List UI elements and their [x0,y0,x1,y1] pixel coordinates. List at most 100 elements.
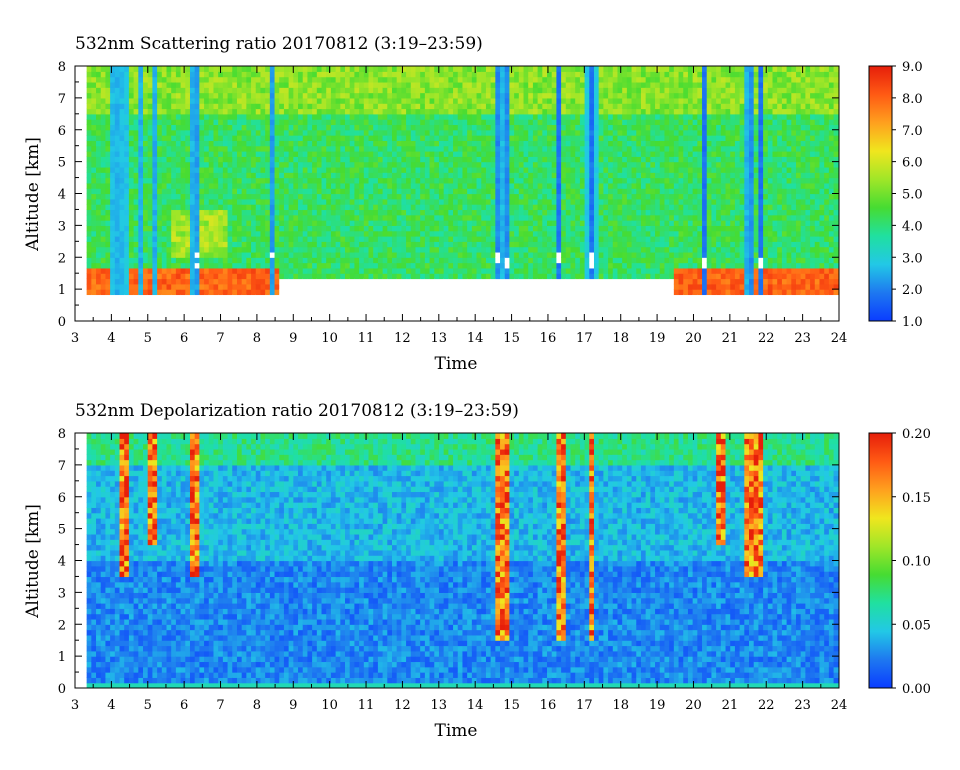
heatmap-cell [335,230,341,237]
heatmap-cell [570,113,576,120]
heatmap-cell [340,182,346,189]
heatmap-cell [246,236,252,242]
heatmap-cell [518,156,525,163]
heatmap-cell [124,81,130,88]
heatmap-cell [345,273,351,280]
heatmap-cell [485,76,492,83]
heatmap-cell [161,71,168,78]
heatmap-cell [518,220,525,226]
heatmap-cell [551,71,558,78]
heatmap-cell [330,172,337,179]
heatmap-cell [424,289,431,296]
heatmap-cell [265,278,271,285]
heatmap-cell [561,161,567,168]
heatmap-cell [283,92,290,99]
heatmap-cell [354,177,360,184]
heatmap-cell [438,135,445,141]
heatmap-cell [194,66,200,72]
heatmap-cell [391,81,398,88]
heatmap-cell [222,257,229,264]
heatmap-cell [180,299,186,306]
heatmap-cell [542,198,548,205]
heatmap-cell [175,129,182,136]
heatmap-cell [161,246,168,253]
heatmap-cell [490,81,496,88]
heatmap-cell [91,198,97,205]
heatmap-cell [443,129,449,136]
heatmap-cell [288,214,294,221]
heatmap-cell [429,87,435,94]
heatmap-cell [255,305,262,311]
heatmap-cell [391,289,398,296]
heatmap-cell [199,166,205,173]
heatmap-cell [387,119,393,126]
heatmap-cell [236,315,243,321]
heatmap-cell [396,198,402,205]
heatmap-cell [406,129,412,136]
heatmap-cell [481,230,487,237]
heatmap-cell [326,236,332,242]
heatmap-cell [523,66,529,72]
heatmap-cell [542,87,548,94]
heatmap-cell [537,188,543,195]
heatmap-cell [204,289,210,296]
heatmap-cell [185,267,191,274]
heatmap-cell [307,145,313,152]
heatmap-cell [119,225,125,232]
heatmap-cell [204,251,210,258]
heatmap-cell [537,193,543,200]
heatmap-cell [453,108,459,115]
heatmap-cell [241,97,247,104]
heatmap-cell [208,209,215,216]
heatmap-cell [138,225,144,232]
heatmap-cell [175,241,182,248]
heatmap-cell [124,236,130,242]
heatmap-cell [340,299,346,306]
heatmap-cell [340,124,346,131]
heatmap-cell [500,299,506,306]
heatmap-cell [208,129,215,136]
heatmap-cell [274,204,280,211]
heatmap-cell [175,87,182,94]
heatmap-cell [448,135,454,141]
heatmap-cell [283,310,290,317]
heatmap-cell [298,236,304,242]
heatmap-cell [208,294,215,301]
heatmap-cell [532,294,539,301]
heatmap-cell [495,145,501,152]
heatmap-cell [481,92,487,99]
heatmap-cell [556,278,562,285]
heatmap-cell [293,294,299,301]
heatmap-cell [556,66,562,72]
heatmap-cell [556,151,562,157]
heatmap-cell [110,182,116,189]
heatmap-cell [293,135,299,141]
heatmap-cell [180,294,186,301]
heatmap-cell [509,92,515,99]
heatmap-cell [561,87,567,94]
heatmap-cell [152,97,158,104]
heatmap-cell [570,161,576,168]
heatmap-cell [443,198,449,205]
heatmap-cell [298,108,304,115]
heatmap-cell [227,236,233,242]
heatmap-cell [96,97,102,104]
heatmap-cell [415,66,421,72]
heatmap-cell [457,113,464,120]
heatmap-cell [208,151,215,157]
heatmap-cell [175,193,182,200]
heatmap-cell [298,251,304,258]
heatmap-cell [100,108,107,115]
heatmap-cell [434,156,440,163]
heatmap-cell [105,124,111,131]
heatmap-cell [396,305,402,311]
heatmap-cell [227,151,233,157]
heatmap-cell [556,289,562,296]
heatmap-cell [100,236,107,242]
heatmap-cell [551,161,558,168]
heatmap-cell [316,172,323,179]
heatmap-cell [565,66,572,72]
heatmap-cell [251,71,257,78]
heatmap-cell [166,108,172,115]
heatmap-cell [434,129,440,136]
